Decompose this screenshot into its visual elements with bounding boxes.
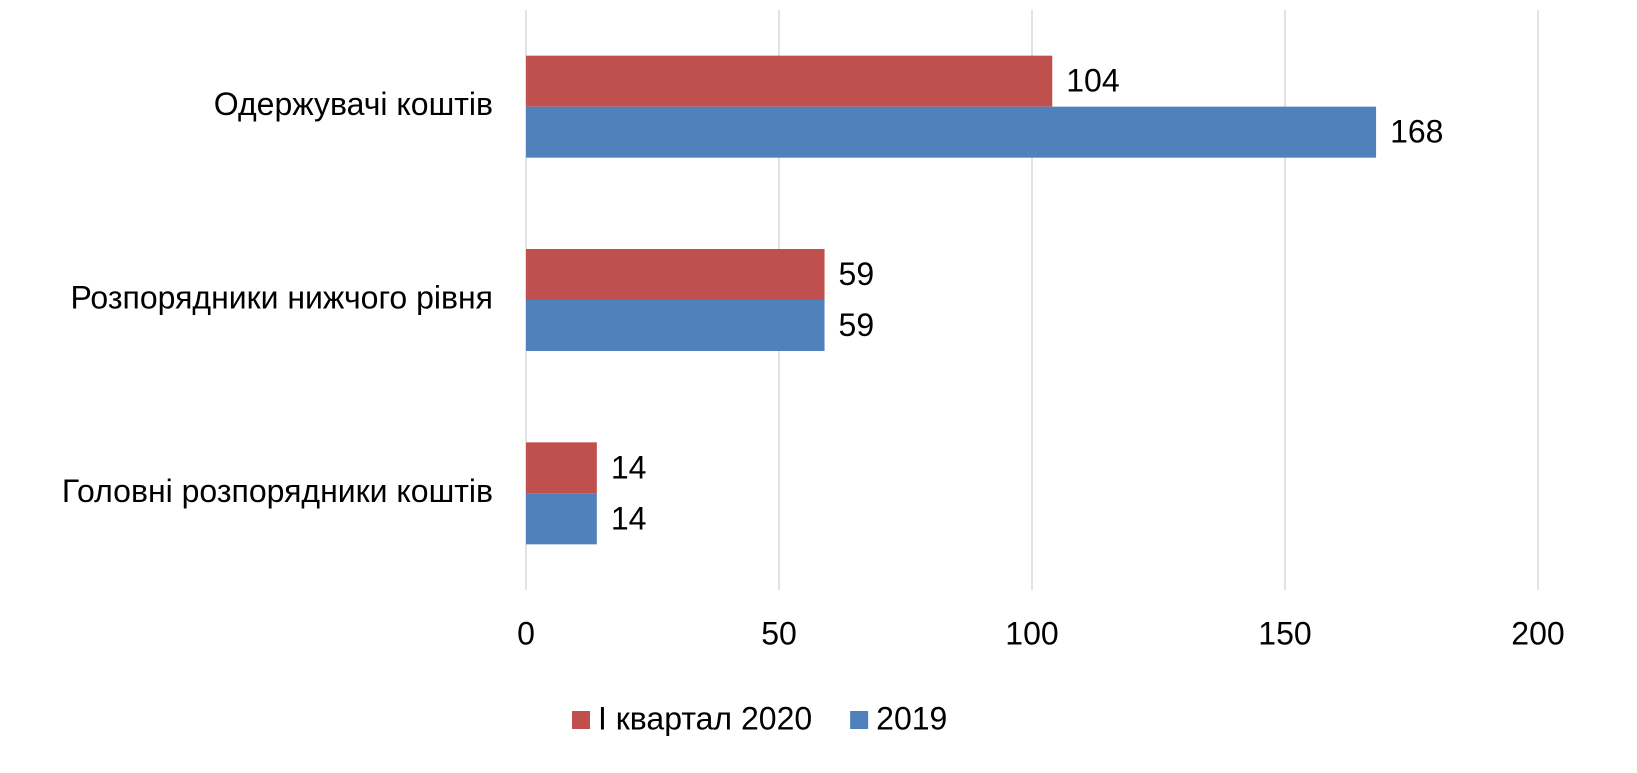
x-tick-label: 200 [1511,615,1564,651]
x-tick-label: 150 [1258,615,1311,651]
data-label: 59 [839,307,875,343]
x-tick-label: 100 [1005,615,1058,651]
data-label: 104 [1066,63,1119,99]
data-label: 59 [839,256,875,292]
bar [526,300,825,351]
y-tick-label: Одержувачі коштів [214,86,493,122]
x-tick-label: 50 [761,615,797,651]
y-tick-label: Головні розпорядники коштів [62,473,493,509]
legend-swatch [572,711,590,729]
bar [526,493,597,545]
bar [526,442,597,494]
legend-label: 2019 [876,700,947,736]
legend-swatch [850,711,869,729]
bar [526,249,825,300]
legend-label: І квартал 2020 [598,700,812,736]
bar [526,55,1053,107]
y-tick-label: Розпорядники нижчого рівня [70,279,493,315]
x-tick-label: 0 [517,615,535,651]
data-label: 14 [611,500,647,536]
data-label: 14 [611,449,647,485]
data-label: 168 [1390,114,1443,150]
bar [526,106,1377,158]
